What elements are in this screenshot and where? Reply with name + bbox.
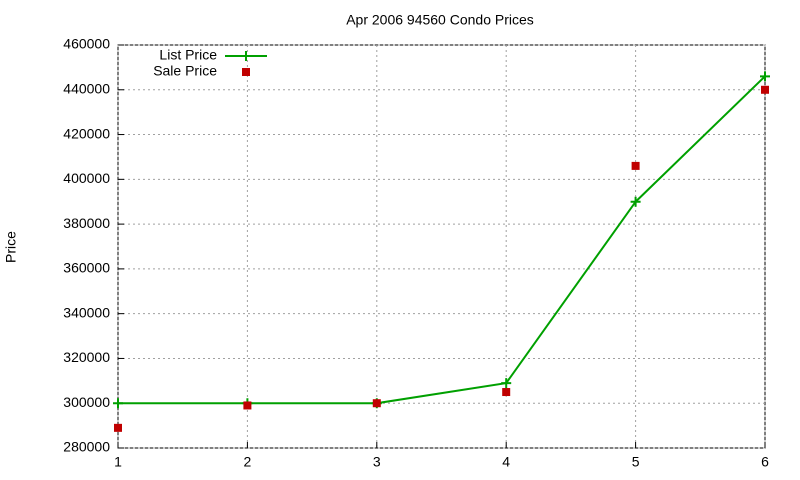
point-marker xyxy=(372,399,381,408)
y-tick-label: 460000 xyxy=(63,36,110,52)
y-tick-label: 280000 xyxy=(63,439,110,455)
point-marker xyxy=(630,196,641,207)
legend-label: Sale Price xyxy=(153,63,217,79)
y-tick-label: 340000 xyxy=(63,304,110,320)
point-marker xyxy=(243,401,252,410)
y-tick-label: 300000 xyxy=(63,394,110,410)
y-axis-label: Price xyxy=(3,231,19,263)
plot-frame xyxy=(117,44,766,449)
legend-label: List Price xyxy=(159,47,217,63)
x-tick-label: 2 xyxy=(244,454,252,470)
point-marker xyxy=(501,378,512,389)
point-marker xyxy=(113,398,123,409)
point-marker xyxy=(761,85,769,94)
x-tick-label: 5 xyxy=(632,454,640,470)
line xyxy=(118,75,766,405)
x-tick-label: 1 xyxy=(114,454,122,470)
y-tick-label: 320000 xyxy=(63,349,110,365)
x-tick-label: 6 xyxy=(761,454,769,470)
y-tick-label: 400000 xyxy=(63,170,110,186)
point-marker xyxy=(631,161,640,170)
y-tick-label: 440000 xyxy=(63,80,110,96)
legend-marker xyxy=(242,68,250,76)
y-tick-label: 380000 xyxy=(63,215,110,231)
point-marker xyxy=(114,423,122,432)
x-tick-label: 4 xyxy=(502,454,510,470)
y-tick-label: 360000 xyxy=(63,260,110,276)
point-marker xyxy=(502,388,511,397)
legend-marker xyxy=(241,51,251,61)
point-marker xyxy=(760,71,770,82)
chart-title: Apr 2006 94560 Condo Prices xyxy=(346,12,534,28)
y-tick-label: 420000 xyxy=(63,125,110,141)
x-tick-label: 3 xyxy=(373,454,381,470)
